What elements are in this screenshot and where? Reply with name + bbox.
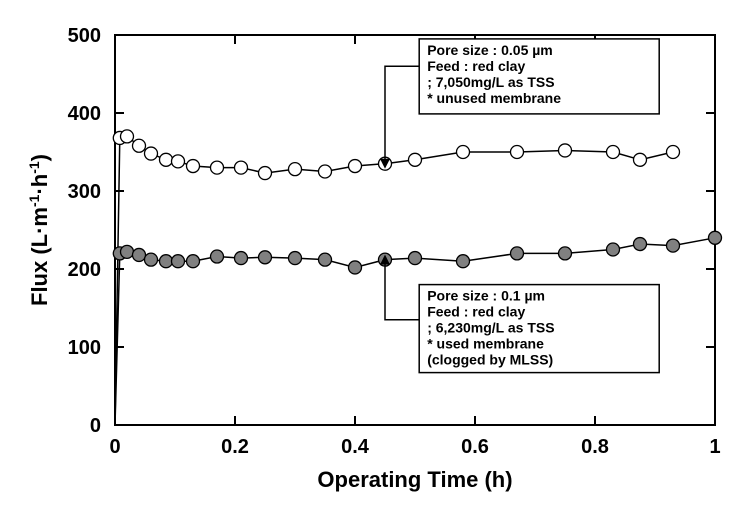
y-tick-label: 200 — [68, 259, 101, 281]
x-tick-label: 0.4 — [341, 436, 370, 458]
data-point-used-membrane — [289, 252, 302, 265]
data-point-unused-membrane — [667, 146, 680, 159]
data-point-unused-membrane — [289, 163, 302, 176]
data-point-unused-membrane — [634, 153, 647, 166]
annotation-text-lower: ; 6,230mg/L as TSS — [427, 320, 554, 336]
y-tick-label: 400 — [68, 103, 101, 125]
data-point-unused-membrane — [235, 161, 248, 174]
data-point-unused-membrane — [511, 146, 524, 159]
data-point-used-membrane — [559, 247, 572, 260]
data-point-used-membrane — [211, 250, 224, 263]
annotation-arrow-upper — [385, 66, 419, 164]
data-point-unused-membrane — [211, 161, 224, 174]
data-point-used-membrane — [667, 239, 680, 252]
annotation-text-upper: Pore size : 0.05 µm — [427, 42, 553, 58]
data-point-unused-membrane — [259, 167, 272, 180]
data-point-unused-membrane — [457, 146, 470, 159]
data-point-unused-membrane — [607, 146, 620, 159]
data-point-unused-membrane — [172, 155, 185, 168]
data-point-used-membrane — [187, 255, 200, 268]
data-point-used-membrane — [319, 253, 332, 266]
x-tick-label: 0.8 — [581, 436, 609, 458]
annotation-text-upper: ; 7,050mg/L as TSS — [427, 74, 554, 90]
data-point-used-membrane — [607, 243, 620, 256]
data-point-used-membrane — [409, 252, 422, 265]
data-point-unused-membrane — [133, 139, 146, 152]
data-point-unused-membrane — [187, 160, 200, 173]
data-point-unused-membrane — [121, 130, 134, 143]
data-point-unused-membrane — [160, 153, 173, 166]
data-point-unused-membrane — [145, 147, 158, 160]
data-point-used-membrane — [511, 247, 524, 260]
annotation-text-lower: Feed : red clay — [427, 304, 525, 320]
x-axis-title: Operating Time (h) — [317, 467, 512, 492]
y-tick-label: 300 — [68, 181, 101, 203]
y-tick-label: 500 — [68, 25, 101, 47]
annotation-text-lower: Pore size : 0.1 µm — [427, 288, 545, 304]
flux-chart: 0 0.2 0.4 0.6 0.8 1 0 100 200 300 400 500 Operating … — [0, 0, 754, 515]
data-point-used-membrane — [172, 255, 185, 268]
data-point-used-membrane — [145, 253, 158, 266]
data-point-used-membrane — [457, 255, 470, 268]
y-axis-title: Flux (L·m-1·h-1) — [26, 154, 52, 306]
series-line-unused-membrane — [115, 136, 673, 425]
data-point-unused-membrane — [319, 165, 332, 178]
data-point-unused-membrane — [349, 160, 362, 173]
annotation-text-lower: * used membrane — [427, 336, 544, 352]
data-point-unused-membrane — [409, 153, 422, 166]
annotation-arrow-lower — [385, 260, 419, 320]
annotation-text-lower: (clogged by MLSS) — [427, 352, 553, 368]
annotation-text-upper: * unused membrane — [427, 90, 561, 106]
data-point-used-membrane — [235, 252, 248, 265]
data-point-used-membrane — [634, 238, 647, 251]
chart-svg: 0 0.2 0.4 0.6 0.8 1 0 100 200 300 400 500 Operating … — [0, 0, 754, 515]
y-tick-label: 0 — [90, 415, 101, 437]
data-point-unused-membrane — [559, 144, 572, 157]
x-tick-label: 0.6 — [461, 436, 489, 458]
data-point-used-membrane — [349, 261, 362, 274]
data-point-used-membrane — [121, 245, 134, 258]
data-point-used-membrane — [133, 248, 146, 261]
annotation-text-upper: Feed : red clay — [427, 58, 525, 74]
y-tick-label: 100 — [68, 337, 101, 359]
x-tick-label: 0 — [109, 436, 120, 458]
x-tick-label: 1 — [709, 436, 720, 458]
data-point-used-membrane — [160, 255, 173, 268]
x-tick-label: 0.2 — [221, 436, 249, 458]
data-point-used-membrane — [709, 231, 722, 244]
data-point-used-membrane — [259, 251, 272, 264]
